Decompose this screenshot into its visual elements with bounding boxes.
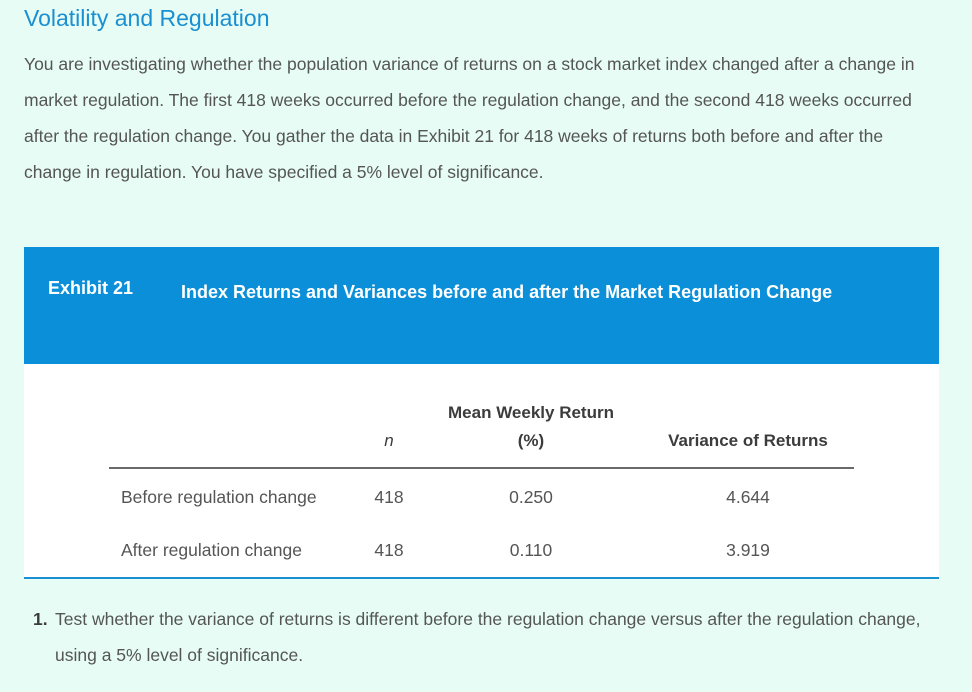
cell-variance-after: 3.919 xyxy=(726,540,770,560)
column-header-mean-weekly-return: Mean Weekly Return (%) xyxy=(416,399,646,455)
row-label-before: Before regulation change xyxy=(121,487,317,507)
question-1: 1. Test whether the variance of returns … xyxy=(33,601,933,673)
cell-variance-before: 4.644 xyxy=(726,487,770,507)
column-header-mean-line2: (%) xyxy=(517,431,545,450)
exhibit-header: Exhibit 21 Index Returns and Variances b… xyxy=(24,247,939,364)
column-header-n: n xyxy=(384,431,394,450)
intro-paragraph: You are investigating whether the popula… xyxy=(24,54,915,182)
question-number: 1. xyxy=(33,609,48,629)
question-text: Test whether the variance of returns is … xyxy=(55,609,921,665)
exhibit-label: Exhibit 21 xyxy=(48,278,134,298)
exhibit-title: Index Returns and Variances before and a… xyxy=(181,282,833,302)
page-title: Volatility and Regulation xyxy=(24,5,270,31)
cell-n-before: 418 xyxy=(374,487,404,507)
row-label-after: After regulation change xyxy=(121,540,302,560)
column-header-variance: Variance of Returns xyxy=(668,431,828,450)
cell-mean-before: 0.250 xyxy=(509,487,553,507)
table-header-rule xyxy=(109,467,854,469)
cell-n-after: 418 xyxy=(374,540,404,560)
exhibit-table: n Mean Weekly Return (%) Variance of Ret… xyxy=(24,364,939,579)
cell-mean-after: 0.110 xyxy=(509,540,553,560)
column-header-mean-line1: Mean Weekly Return xyxy=(448,403,614,422)
